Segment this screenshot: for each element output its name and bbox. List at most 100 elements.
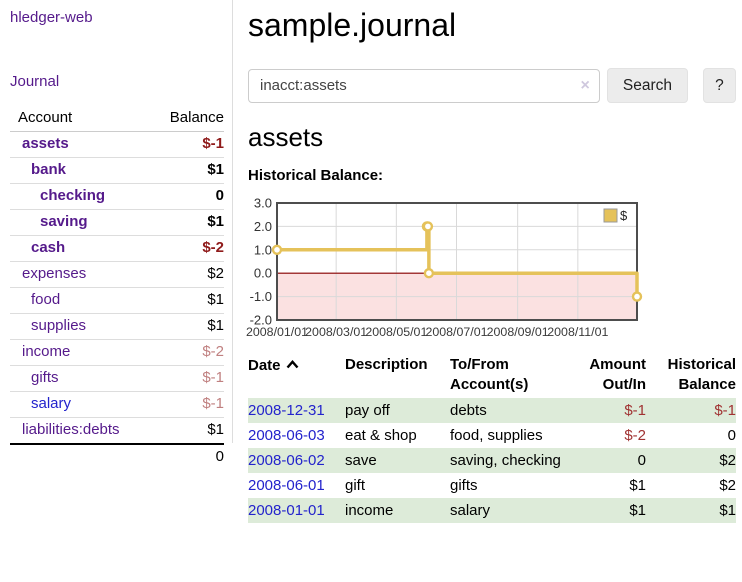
register-description: pay off bbox=[345, 402, 390, 419]
transaction-date-link[interactable]: 2008-01-01 bbox=[248, 502, 325, 519]
account-balance: $-1 bbox=[146, 131, 224, 158]
sidebar: hledger-web Journal Account Balance asse… bbox=[0, 0, 233, 470]
data-point bbox=[271, 244, 283, 255]
register-balance: $-1 bbox=[714, 402, 736, 419]
account-row: food $1 bbox=[10, 287, 224, 314]
chart-svg: $3.0 2.0 1.0 0.0 -1.0 -2.02008/01/012008/03/0… bbox=[246, 196, 643, 339]
account-link[interactable]: saving bbox=[40, 213, 88, 230]
register-description: gift bbox=[345, 477, 366, 494]
register-accounts: food, supplies bbox=[450, 427, 543, 444]
transaction-row: 2008-06-03 eat & shop food, supplies $-2 0 bbox=[248, 423, 736, 448]
account-row: assets $-1 bbox=[10, 131, 224, 158]
account-balance: $1 bbox=[146, 287, 224, 314]
account-row: cash $-2 bbox=[10, 235, 224, 262]
register-date: 2008-12-31 bbox=[248, 398, 345, 423]
register-date: 2008-06-03 bbox=[248, 423, 345, 448]
account-row: supplies $1 bbox=[10, 313, 224, 340]
main-content: sample.journal × Search ? assets Histori… bbox=[246, 0, 736, 523]
register-header-description: Description bbox=[345, 356, 428, 373]
account-link[interactable]: liabilities:debts bbox=[22, 421, 120, 438]
legend-swatch bbox=[603, 208, 618, 223]
register-amount: 0 bbox=[637, 452, 646, 469]
account-link[interactable]: gifts bbox=[31, 369, 59, 386]
register-amount: $-1 bbox=[624, 402, 646, 419]
transaction-date-link[interactable]: 2008-06-01 bbox=[248, 477, 325, 494]
account-balance: $-2 bbox=[146, 235, 224, 262]
account-link[interactable]: expenses bbox=[22, 265, 87, 282]
historical-balance-chart: $3.0 2.0 1.0 0.0 -1.0 -2.0 2008/01/01 2008/03/0… bbox=[246, 196, 736, 343]
data-point bbox=[423, 267, 435, 279]
account-balance: $-1 bbox=[146, 365, 224, 392]
account-link[interactable]: cash bbox=[31, 239, 66, 256]
plot-border bbox=[276, 202, 638, 321]
transaction-date-link[interactable]: 2008-06-03 bbox=[248, 427, 325, 444]
x-tick-label: 2008/03/01 bbox=[305, 325, 367, 339]
y-tick-label: 1.0 bbox=[254, 242, 272, 257]
register-accounts: debts bbox=[450, 402, 487, 419]
search-form: × Search ? bbox=[248, 68, 736, 103]
register-description: eat & shop bbox=[345, 427, 417, 444]
account-link[interactable]: income bbox=[22, 343, 71, 360]
account-row: saving $1 bbox=[10, 209, 224, 236]
y-tick-label: 3.0 bbox=[254, 196, 272, 211]
data-point bbox=[631, 291, 643, 302]
accounts-header-balance: Balance bbox=[146, 106, 224, 132]
register-date: 2008-06-01 bbox=[248, 473, 345, 498]
register-table: Date Description To/From Account(s) Amou… bbox=[248, 355, 736, 523]
chart-title: Historical Balance: bbox=[248, 167, 384, 184]
register-header-balance: Historical Balance bbox=[667, 356, 736, 393]
accounts-header-account: Account bbox=[10, 106, 147, 132]
x-tick-label: 2008/11/01 bbox=[547, 325, 608, 339]
search-button[interactable]: Search bbox=[606, 68, 688, 103]
y-tick-label: -1.0 bbox=[250, 289, 272, 304]
account-link[interactable]: supplies bbox=[31, 317, 87, 334]
register-amount: $1 bbox=[629, 502, 646, 519]
account-link[interactable]: assets bbox=[22, 135, 69, 152]
account-row: checking 0 bbox=[10, 183, 224, 210]
register-header-accounts: To/From Account(s) bbox=[450, 356, 529, 393]
transaction-date-link[interactable]: 2008-06-02 bbox=[248, 452, 325, 469]
account-link[interactable]: checking bbox=[40, 187, 106, 204]
register-amount: $-2 bbox=[624, 427, 646, 444]
clear-search-icon[interactable]: × bbox=[580, 76, 590, 94]
search-input[interactable] bbox=[248, 68, 600, 103]
account-link[interactable]: salary bbox=[31, 395, 72, 412]
y-tick-label: 2.0 bbox=[254, 219, 272, 234]
x-tick-label: 2008/01/01 bbox=[246, 325, 308, 339]
account-link[interactable]: bank bbox=[31, 161, 67, 178]
app-title-link[interactable]: hledger-web bbox=[10, 9, 93, 26]
account-balance: $1 bbox=[146, 313, 224, 340]
page-title: sample.journal bbox=[248, 7, 457, 43]
register-header-amount: Amount Out/In bbox=[589, 356, 646, 393]
account-balance: $1 bbox=[146, 417, 224, 445]
sidebar-item-journal[interactable]: Journal bbox=[10, 73, 60, 90]
transaction-date-link[interactable]: 2008-12-31 bbox=[248, 402, 325, 419]
legend-label: $ bbox=[620, 208, 628, 223]
register-accounts: salary bbox=[450, 502, 491, 519]
register-header-date[interactable]: Date bbox=[248, 355, 345, 398]
account-row: gifts $-1 bbox=[10, 365, 224, 392]
accounts-table: Account Balance assets $-1 bank $1 checking 0… bbox=[10, 106, 224, 470]
transaction-row: 2008-06-01 gift gifts $1 $2 bbox=[248, 473, 736, 498]
y-tick-label: 0.0 bbox=[254, 266, 272, 281]
account-balance: $-2 bbox=[146, 339, 224, 366]
account-balance: $2 bbox=[146, 261, 224, 288]
help-button[interactable]: ? bbox=[702, 68, 736, 103]
account-row: salary $-1 bbox=[10, 391, 224, 418]
register-date: 2008-01-01 bbox=[248, 498, 345, 523]
transaction-row: 2008-01-01 income salary $1 $1 bbox=[248, 498, 736, 523]
account-link[interactable]: food bbox=[31, 291, 61, 308]
accounts-total-row: 0 bbox=[10, 443, 224, 470]
accounts-total-balance: 0 bbox=[146, 443, 224, 470]
account-balance: $-1 bbox=[146, 391, 224, 418]
account-row: bank $1 bbox=[10, 157, 224, 184]
register-balance: $1 bbox=[719, 502, 736, 519]
register-accounts: saving, checking bbox=[450, 452, 561, 469]
transaction-row: 2008-06-02 save saving, checking 0 $2 bbox=[248, 448, 736, 473]
register-date: 2008-06-02 bbox=[248, 448, 345, 473]
account-balance: 0 bbox=[146, 183, 224, 210]
account-row: income $-2 bbox=[10, 339, 224, 366]
account-balance: $1 bbox=[146, 209, 224, 236]
account-balance: $1 bbox=[146, 157, 224, 184]
account-row: expenses $2 bbox=[10, 261, 224, 288]
